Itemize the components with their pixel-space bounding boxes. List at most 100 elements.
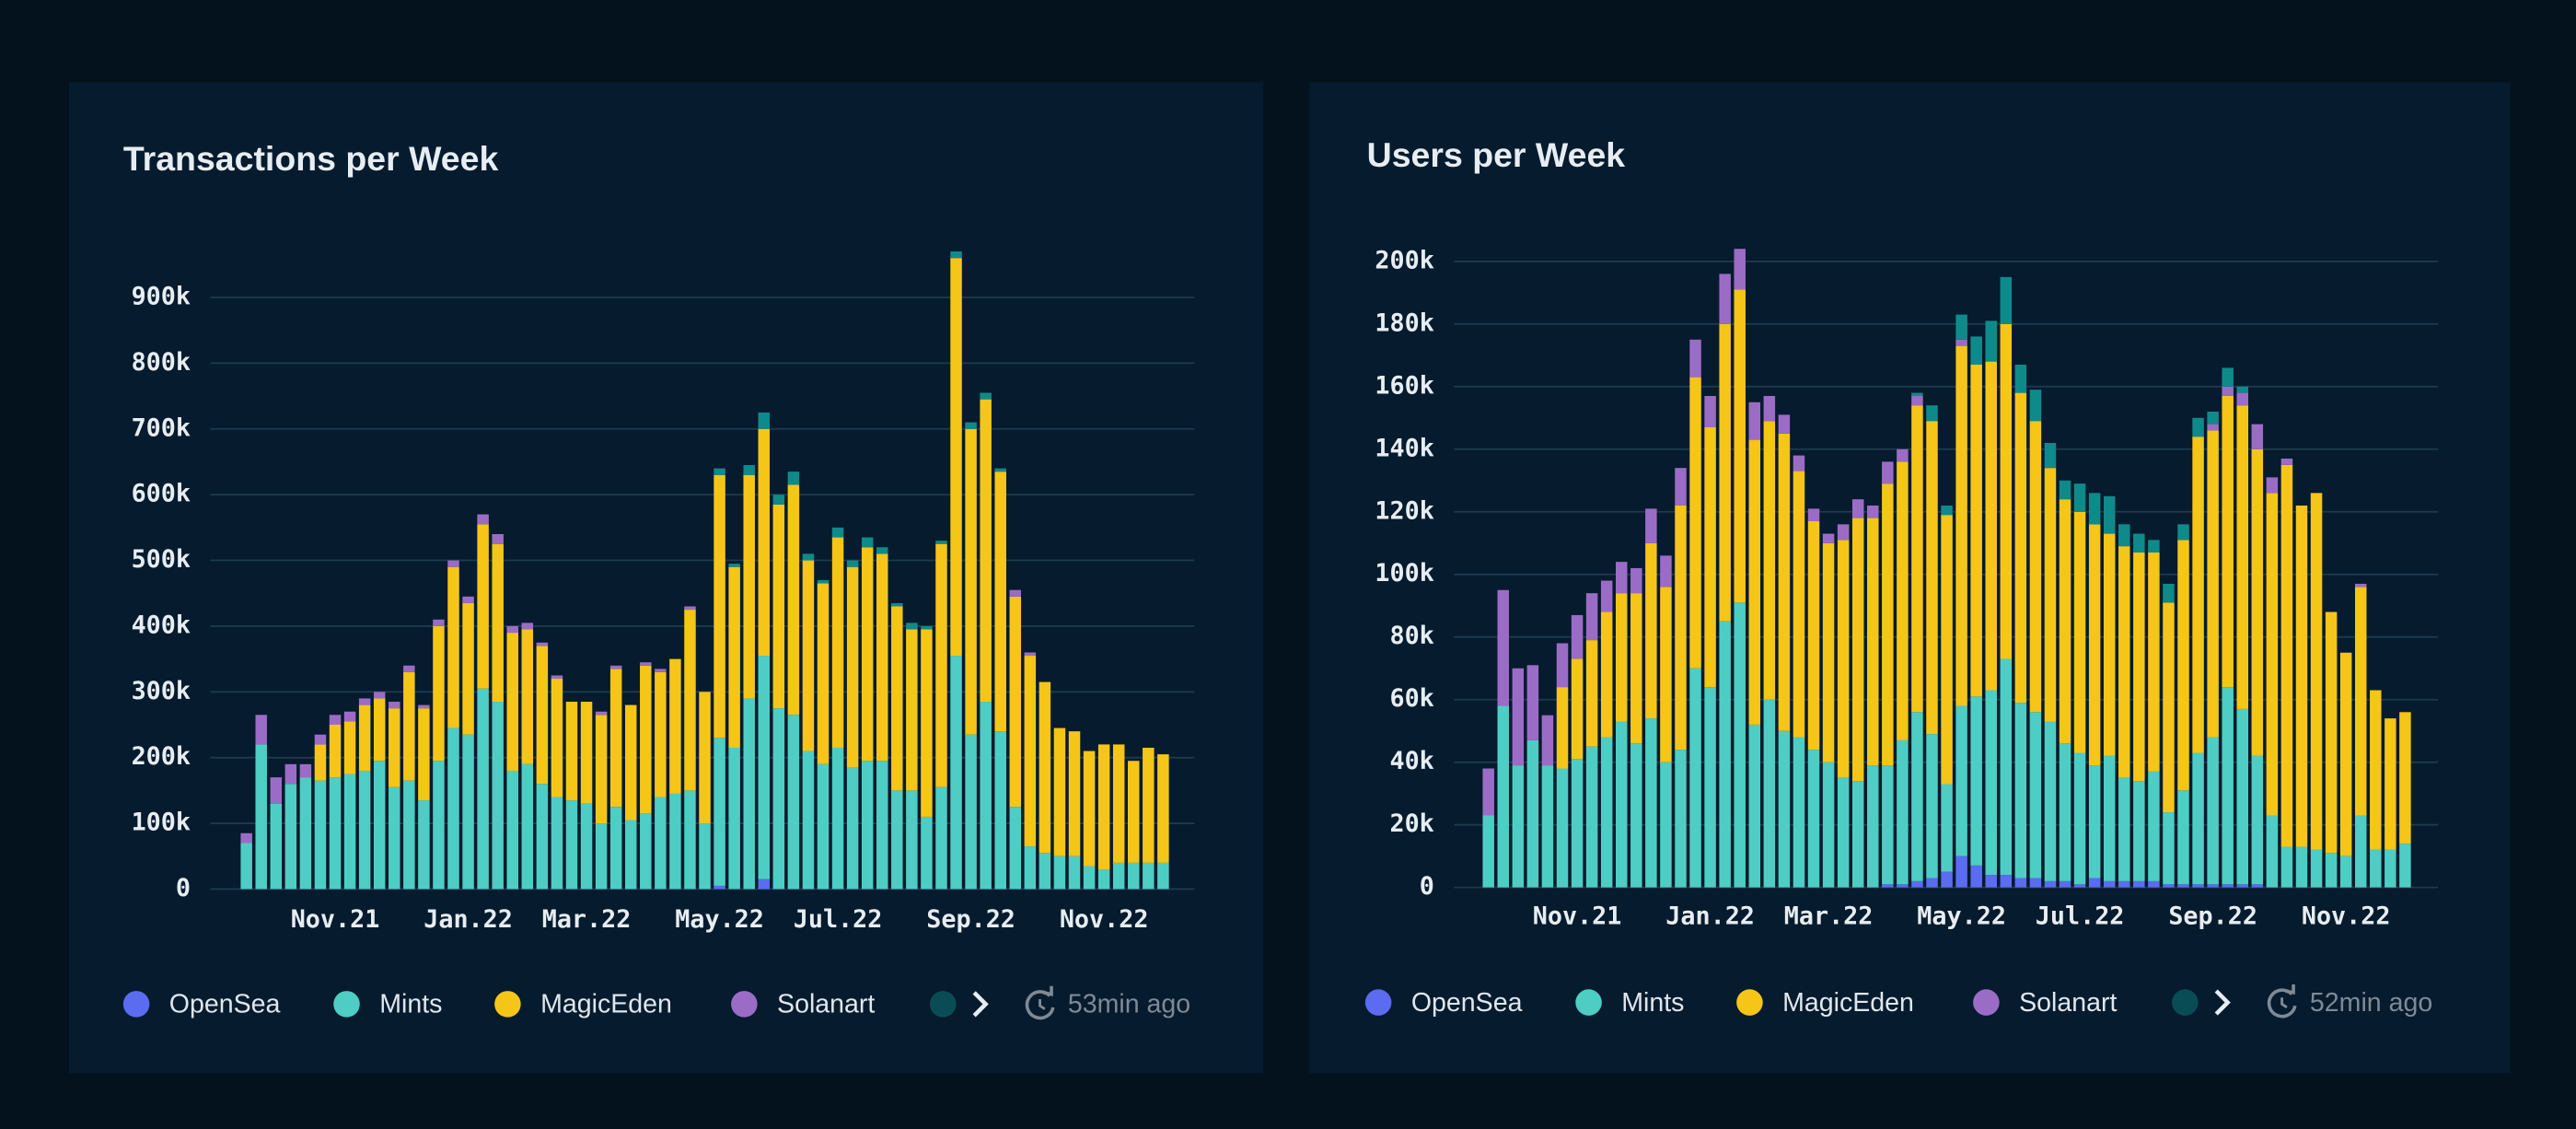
bar-segment <box>2103 880 2116 888</box>
bar-segment <box>1748 439 1761 725</box>
bar-segment <box>965 422 977 429</box>
legend-label[interactable]: Mints <box>379 990 442 1019</box>
bar-segment <box>314 734 327 745</box>
bar-segment <box>2325 853 2338 888</box>
bar-segment <box>2118 524 2130 547</box>
bar-segment <box>1541 765 1554 888</box>
bar-segment <box>521 763 534 890</box>
bar-segment <box>2266 477 2279 494</box>
legend-dot[interactable] <box>1736 989 1763 1016</box>
bar-segment <box>1689 377 1701 669</box>
legend-dot[interactable] <box>1575 989 1602 1016</box>
bar-segment <box>2399 844 2411 888</box>
bar-segment <box>343 721 356 774</box>
bar-segment <box>980 702 992 890</box>
bar-segment <box>2000 658 2013 876</box>
legend-label[interactable]: OpenSea <box>1411 988 1523 1018</box>
bar-segment <box>2148 880 2160 888</box>
legend-label[interactable]: Solanart <box>777 990 875 1019</box>
bar-segment <box>1970 696 1982 866</box>
legend-dot[interactable] <box>731 991 758 1018</box>
bar-segment <box>965 734 977 890</box>
y-tick-label: 0 <box>1420 872 1434 901</box>
bar-segment <box>1941 871 1953 888</box>
legend-dot[interactable] <box>494 991 521 1018</box>
bar-segment <box>891 790 903 890</box>
bar-segment <box>699 823 711 890</box>
bar-segment <box>1882 483 1894 766</box>
bar-segment <box>343 774 356 890</box>
bar-segment <box>1719 621 1731 888</box>
card <box>1309 82 2511 1074</box>
bar-segment <box>1911 395 1923 406</box>
legend-dot[interactable] <box>1973 989 2000 1016</box>
bar-segment <box>433 761 445 890</box>
chart-title: Transactions per Week <box>123 139 499 178</box>
bar-segment <box>669 658 681 794</box>
bar-segment <box>2266 815 2279 888</box>
bar-segment <box>1882 884 1894 888</box>
bar-segment <box>2192 884 2204 888</box>
bar-segment <box>846 767 859 890</box>
y-tick-label: 20k <box>1389 809 1433 838</box>
bar-segment <box>743 474 755 699</box>
bar-segment <box>1512 765 1525 888</box>
bar-segment <box>2177 540 2189 791</box>
legend-next[interactable] <box>972 991 989 1018</box>
bar-segment <box>565 800 578 890</box>
bar-segment <box>2073 483 2086 512</box>
bar-segment <box>1600 611 1613 738</box>
bar-segment <box>1630 567 1642 594</box>
bar-segment <box>2118 546 2130 778</box>
bar-segment <box>1955 345 1967 706</box>
bar-segment <box>1822 542 1835 762</box>
legend-dot[interactable] <box>333 991 360 1018</box>
bar-segment <box>1157 862 1169 890</box>
legend-label[interactable]: MagicEden <box>540 990 672 1019</box>
bar-segment <box>2177 790 2189 885</box>
bar-segment <box>2222 386 2234 396</box>
bar-segment <box>1941 505 1953 516</box>
bar-segment <box>1097 869 1110 890</box>
bar-segment <box>1112 862 1125 890</box>
bar-segment <box>965 428 977 735</box>
bar-segment <box>609 807 622 890</box>
bar-segment <box>433 625 445 762</box>
bar-segment <box>1734 249 1746 290</box>
legend-dot[interactable] <box>1364 989 1392 1016</box>
bar-segment <box>1882 461 1894 484</box>
bar-segment <box>506 770 518 890</box>
x-tick-label: Nov.22 <box>1060 905 1149 934</box>
bar-segment <box>299 763 312 778</box>
bar-segment <box>1970 865 1982 888</box>
bar-segment <box>2207 884 2219 888</box>
bar-segment <box>891 606 903 791</box>
legend-label[interactable]: Solanart <box>2019 988 2117 1018</box>
bar-segment <box>462 602 474 735</box>
bar-segment <box>1675 468 1687 506</box>
legend-dot[interactable] <box>122 991 150 1018</box>
bar-segment <box>743 465 755 475</box>
y-tick-label: 300k <box>132 677 191 705</box>
bar-segment <box>1600 580 1613 612</box>
legend-next[interactable] <box>2214 989 2231 1016</box>
bar-segment <box>565 702 578 801</box>
legend-label[interactable]: MagicEden <box>1782 988 1914 1018</box>
legend-label[interactable]: OpenSea <box>169 990 281 1019</box>
bar-segment <box>714 738 725 886</box>
bar-segment <box>994 468 1006 472</box>
bar-segment <box>2354 587 2367 816</box>
bar-segment <box>921 629 933 817</box>
bar-segment <box>1660 555 1672 588</box>
bar-segment <box>2310 849 2323 888</box>
bar-segment <box>2103 495 2116 534</box>
bar-segment <box>255 715 267 745</box>
bar-segment <box>477 524 489 689</box>
bar-segment <box>462 734 474 890</box>
bar-segment <box>1645 542 1657 719</box>
legend-label[interactable]: Mints <box>1621 988 1684 1018</box>
y-tick-label: 200k <box>1375 246 1433 274</box>
x-tick-label: Jan.22 <box>1665 902 1755 930</box>
bar-segment <box>846 560 859 567</box>
bar-segment <box>624 820 637 890</box>
